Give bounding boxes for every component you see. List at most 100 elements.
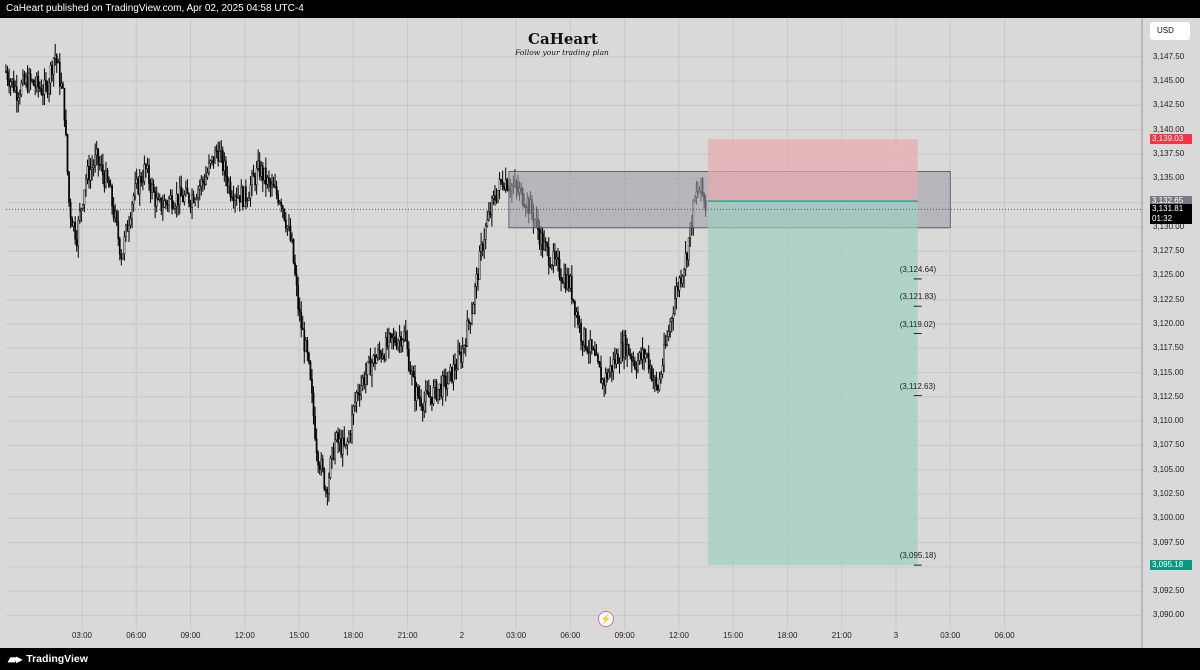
candle-body: [203, 181, 206, 185]
currency-button[interactable]: USD: [1150, 22, 1190, 40]
candle-body: [589, 339, 592, 353]
candle-body: [655, 377, 658, 387]
candle-body: [437, 388, 439, 401]
candle-body: [451, 366, 453, 382]
stop-loss-zone: [707, 139, 918, 202]
time-tick-label: 09:00: [180, 631, 201, 640]
candle-body: [503, 186, 506, 190]
candle-body: [251, 173, 253, 186]
candle-body: [586, 348, 589, 353]
candle-body: [178, 186, 181, 206]
candle-body: [86, 165, 89, 180]
candle-body: [106, 169, 109, 181]
candle-body: [152, 183, 155, 193]
candle-body: [615, 353, 618, 365]
candle-body: [278, 201, 281, 204]
candle-body: [26, 76, 29, 91]
candle-body: [332, 447, 335, 460]
candle-body: [220, 150, 223, 152]
logo-subtitle: Follow your trading plan: [515, 48, 609, 57]
candle-body: [646, 353, 649, 355]
candle-body: [246, 200, 249, 202]
candle-body: [300, 312, 303, 329]
candle-body: [69, 202, 72, 219]
candle-body: [627, 344, 630, 356]
candle-body: [375, 357, 378, 364]
candle-body: [175, 193, 178, 207]
candle-body: [206, 172, 209, 178]
candle-body: [394, 336, 396, 344]
candle-body: [441, 375, 444, 398]
candle-body: [444, 375, 447, 390]
level-marker-label: (3,124.64): [899, 264, 937, 274]
candle-body: [38, 86, 41, 89]
candle-body: [283, 208, 286, 220]
candle-body: [440, 383, 442, 398]
candle-body: [260, 165, 263, 177]
candle-body: [225, 160, 227, 177]
brand[interactable]: ▰▸ TradingView: [8, 648, 88, 670]
candle-body: [198, 185, 201, 190]
candle-body: [238, 195, 241, 203]
lightning-icon[interactable]: ⚡: [598, 611, 614, 627]
candle-body: [569, 275, 572, 289]
candle-body: [89, 169, 92, 181]
price-tag-value: 3,131.81: [1152, 204, 1184, 214]
candle-body: [570, 275, 573, 300]
candle-body: [478, 250, 481, 280]
candle-body: [140, 176, 143, 183]
candle-body: [218, 150, 221, 162]
candle-body: [475, 273, 478, 287]
logo-title: CaHeart: [528, 30, 598, 48]
candle-body: [171, 195, 173, 209]
candle-body: [65, 119, 67, 135]
candle-body: [683, 269, 685, 277]
time-tick-label: 12:00: [234, 631, 255, 640]
candle-body: [71, 218, 73, 227]
candle-body: [623, 334, 625, 358]
candle-body: [317, 452, 319, 466]
candle-body: [358, 393, 361, 396]
time-tick-label: 03:00: [506, 631, 527, 640]
candle-body: [346, 441, 349, 445]
candle-body: [277, 194, 280, 203]
candle-body: [564, 274, 567, 290]
candle-body: [122, 253, 124, 260]
candle-body: [68, 171, 70, 203]
candle-body: [265, 167, 267, 185]
candle-body: [149, 183, 152, 193]
candle-body: [284, 219, 287, 229]
candle-body: [549, 264, 552, 268]
candle-body: [643, 349, 645, 359]
candle-body: [234, 196, 236, 202]
candle-body: [266, 177, 269, 185]
candle-body: [672, 313, 675, 319]
chart-area[interactable]: CaHeart Follow your trading plan USD ⚡ 3…: [0, 18, 1200, 648]
candle-body: [658, 379, 661, 391]
candle-body: [412, 371, 415, 377]
candle-body: [395, 342, 398, 348]
candle-body: [486, 219, 489, 227]
candle-body: [637, 360, 639, 371]
candle-body: [109, 185, 112, 188]
candle-body: [8, 79, 10, 87]
candle-body: [368, 357, 370, 363]
candle-body: [297, 284, 299, 310]
candle-body: [415, 386, 418, 401]
candle-body: [604, 372, 607, 386]
candle-body: [115, 211, 118, 222]
candle-body: [94, 154, 97, 166]
candle-body: [466, 319, 469, 347]
candle-body: [447, 371, 450, 385]
candle-body: [241, 187, 244, 207]
candle-body: [123, 236, 126, 255]
candle-body: [374, 354, 376, 364]
candle-body: [434, 381, 436, 388]
candle-body: [185, 187, 187, 196]
candle-body: [377, 349, 379, 358]
price-chart[interactable]: [0, 18, 1200, 648]
candle-body: [675, 286, 678, 299]
candle-body: [52, 58, 55, 75]
candle-body: [432, 387, 435, 404]
candle-body: [331, 447, 333, 459]
